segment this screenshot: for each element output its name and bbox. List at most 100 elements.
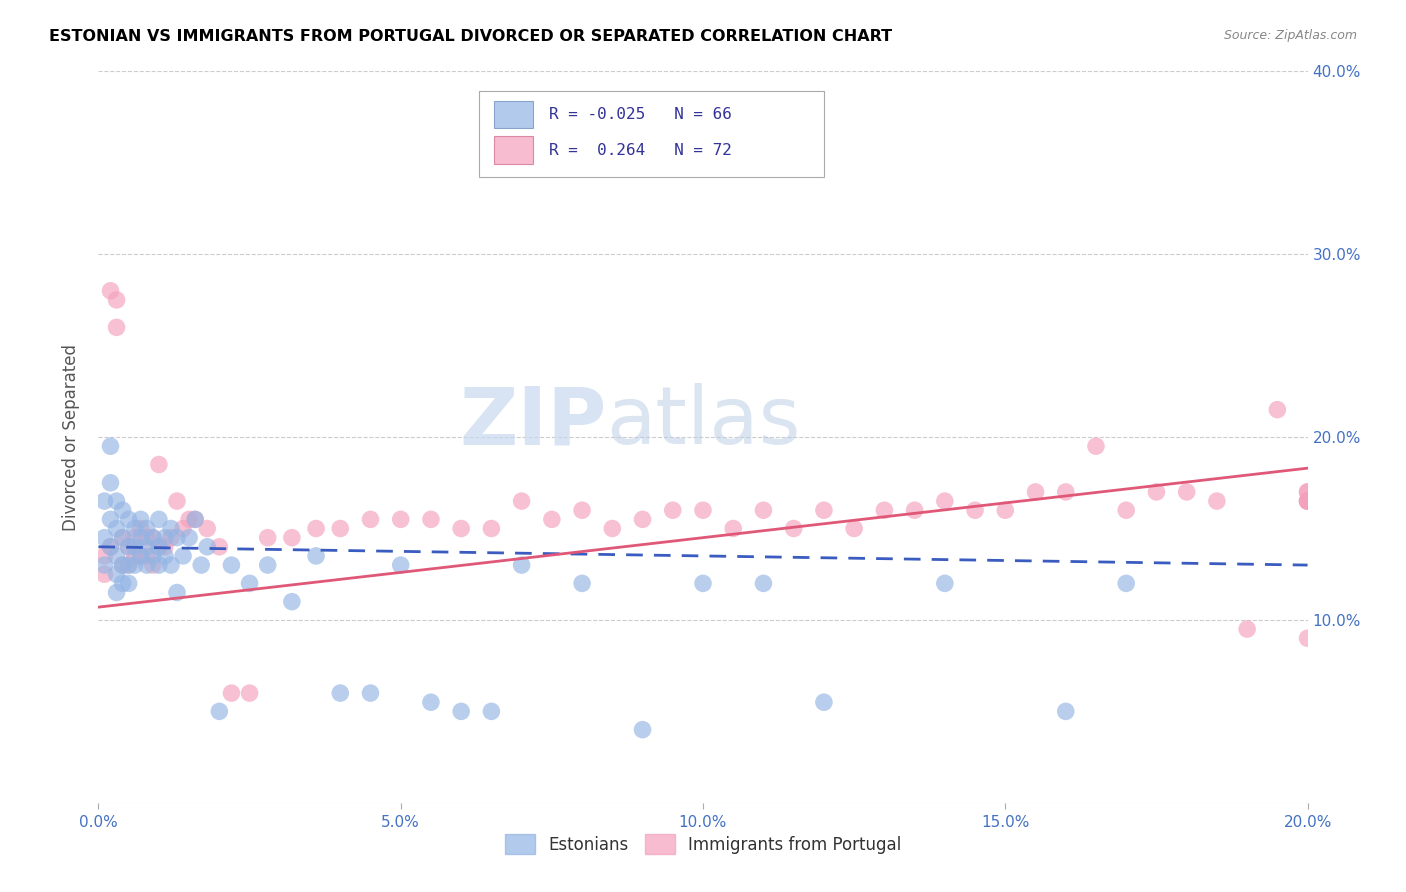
- Point: [692, 503, 714, 517]
- Point: [195, 521, 218, 535]
- Point: [93, 531, 115, 545]
- Point: [1236, 622, 1258, 636]
- Point: [420, 512, 443, 526]
- Text: ESTONIAN VS IMMIGRANTS FROM PORTUGAL DIVORCED OR SEPARATED CORRELATION CHART: ESTONIAN VS IMMIGRANTS FROM PORTUGAL DIV…: [49, 29, 893, 44]
- Point: [105, 567, 128, 582]
- Point: [389, 558, 412, 573]
- Point: [994, 503, 1017, 517]
- Point: [571, 576, 593, 591]
- Point: [100, 512, 122, 526]
- Point: [148, 458, 170, 472]
- Point: [166, 585, 188, 599]
- Point: [1115, 503, 1137, 517]
- Point: [179, 531, 201, 545]
- Text: R = -0.025   N = 66: R = -0.025 N = 66: [550, 107, 733, 122]
- Point: [752, 576, 775, 591]
- Point: [100, 540, 122, 554]
- Point: [111, 558, 134, 573]
- Point: [118, 558, 141, 573]
- Point: [148, 540, 170, 554]
- Point: [450, 705, 472, 719]
- Point: [111, 576, 134, 591]
- Point: [142, 558, 165, 573]
- Point: [1206, 494, 1229, 508]
- Point: [1296, 494, 1319, 508]
- Point: [329, 686, 352, 700]
- Point: [100, 540, 122, 554]
- Point: [1024, 485, 1046, 500]
- Point: [153, 531, 176, 545]
- Point: [135, 549, 157, 563]
- Point: [184, 512, 207, 526]
- Point: [100, 439, 122, 453]
- Point: [208, 705, 231, 719]
- Point: [661, 503, 683, 517]
- Point: [631, 512, 654, 526]
- Point: [118, 540, 141, 554]
- Point: [1296, 494, 1319, 508]
- Point: [844, 521, 866, 535]
- Point: [1296, 494, 1319, 508]
- Point: [305, 549, 328, 563]
- Point: [148, 512, 170, 526]
- Point: [93, 567, 115, 582]
- Point: [179, 512, 201, 526]
- Point: [256, 558, 278, 573]
- Point: [129, 549, 152, 563]
- Point: [118, 540, 141, 554]
- Point: [1144, 485, 1167, 500]
- Point: [783, 521, 806, 535]
- Point: [510, 494, 533, 508]
- Point: [190, 558, 212, 573]
- Point: [93, 549, 115, 563]
- Point: [111, 503, 134, 517]
- Point: [1054, 705, 1077, 719]
- Y-axis label: Divorced or Separated: Divorced or Separated: [62, 343, 80, 531]
- Point: [93, 494, 115, 508]
- Point: [195, 540, 218, 554]
- Point: [221, 686, 243, 700]
- Point: [752, 503, 775, 517]
- Point: [166, 531, 188, 545]
- Point: [450, 521, 472, 535]
- Point: [105, 494, 128, 508]
- Point: [904, 503, 927, 517]
- Point: [692, 576, 714, 591]
- Point: [1267, 402, 1289, 417]
- Point: [239, 686, 262, 700]
- Text: Source: ZipAtlas.com: Source: ZipAtlas.com: [1223, 29, 1357, 42]
- Point: [481, 521, 503, 535]
- Point: [873, 503, 896, 517]
- Point: [135, 558, 157, 573]
- Point: [1085, 439, 1108, 453]
- Text: R =  0.264   N = 72: R = 0.264 N = 72: [550, 143, 733, 158]
- Point: [208, 540, 231, 554]
- Point: [105, 585, 128, 599]
- Point: [142, 549, 165, 563]
- Point: [111, 531, 134, 545]
- Point: [934, 494, 956, 508]
- Point: [129, 512, 152, 526]
- Point: [221, 558, 243, 573]
- Point: [105, 293, 128, 307]
- Point: [172, 549, 194, 563]
- Point: [105, 521, 128, 535]
- Point: [124, 521, 146, 535]
- Point: [153, 540, 176, 554]
- Point: [124, 549, 146, 563]
- FancyBboxPatch shape: [479, 91, 824, 178]
- FancyBboxPatch shape: [494, 101, 533, 128]
- Point: [153, 549, 176, 563]
- Point: [135, 521, 157, 535]
- Point: [135, 540, 157, 554]
- Point: [1296, 632, 1319, 646]
- Point: [142, 531, 165, 545]
- Point: [481, 705, 503, 719]
- Point: [100, 475, 122, 490]
- Point: [148, 558, 170, 573]
- Point: [1175, 485, 1198, 500]
- Point: [934, 576, 956, 591]
- Point: [965, 503, 987, 517]
- Point: [172, 521, 194, 535]
- Point: [360, 686, 382, 700]
